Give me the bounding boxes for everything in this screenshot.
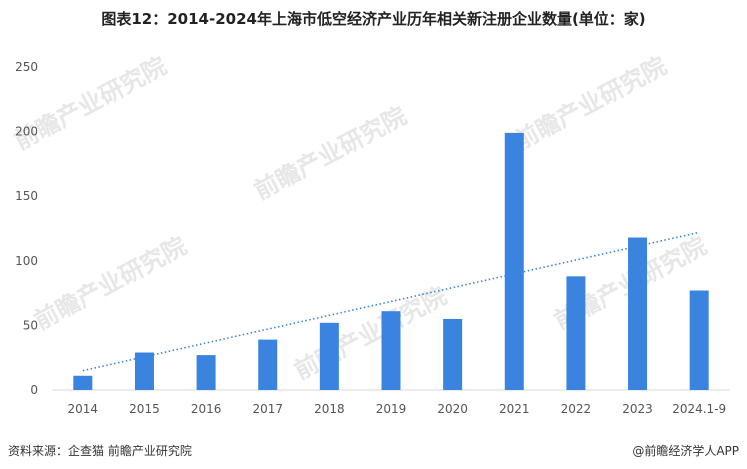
y-tick-label: 250: [15, 60, 38, 74]
bar-2022: [566, 276, 586, 390]
source-note: 资料来源：企查猫 前瞻产业研究院: [8, 444, 192, 458]
x-axis: 2014 2015 2016 2017 2018 2019 2020 2021 2022 2023…: [68, 402, 727, 416]
x-tick-label: 2023: [622, 402, 653, 416]
y-axis: 0 50 100 150 200 250: [15, 60, 38, 397]
x-tick-label: 2014: [68, 402, 99, 416]
y-tick-label: 50: [23, 318, 38, 332]
trendline: [82, 231, 700, 372]
watermark-text: 前瞻产业研究院: [290, 282, 451, 386]
x-tick-label: 2015: [129, 402, 160, 416]
chart-title: 图表12：2014-2024年上海市低空经济产业历年相关新注册企业数量(单位：家…: [101, 10, 646, 28]
x-tick-label: 2017: [252, 402, 283, 416]
x-tick-label: 2021: [499, 402, 530, 416]
bars: [73, 132, 709, 390]
credit-note: @前瞻经济学人APP: [632, 444, 739, 458]
bar-2015: [134, 352, 154, 390]
x-tick-label: 2024.1-9: [672, 402, 726, 416]
y-tick-label: 100: [15, 254, 38, 268]
bar-2023: [628, 237, 648, 390]
bar-2021: [504, 132, 524, 390]
watermark-text: 前瞻产业研究院: [510, 52, 671, 156]
x-tick-label: 2022: [561, 402, 592, 416]
bar-2016: [196, 355, 216, 390]
bar-2017: [258, 339, 278, 390]
x-tick-label: 2016: [191, 402, 222, 416]
watermark-layer: 前瞻产业研究院前瞻产业研究院前瞻产业研究院前瞻产业研究院前瞻产业研究院前瞻产业研…: [10, 52, 711, 386]
bar-2024.1-9: [689, 290, 709, 390]
watermark-text: 前瞻产业研究院: [30, 232, 191, 336]
y-tick-label: 150: [15, 189, 38, 203]
bar-2020: [443, 318, 463, 390]
y-tick-label: 200: [15, 125, 38, 139]
bar-2018: [319, 322, 339, 390]
bar-2014: [73, 375, 93, 390]
x-tick-label: 2019: [376, 402, 407, 416]
bar-2019: [381, 311, 401, 390]
x-tick-label: 2018: [314, 402, 345, 416]
watermark-text: 前瞻产业研究院: [250, 102, 411, 206]
x-tick-label: 2020: [437, 402, 468, 416]
y-tick-label: 0: [30, 383, 38, 397]
